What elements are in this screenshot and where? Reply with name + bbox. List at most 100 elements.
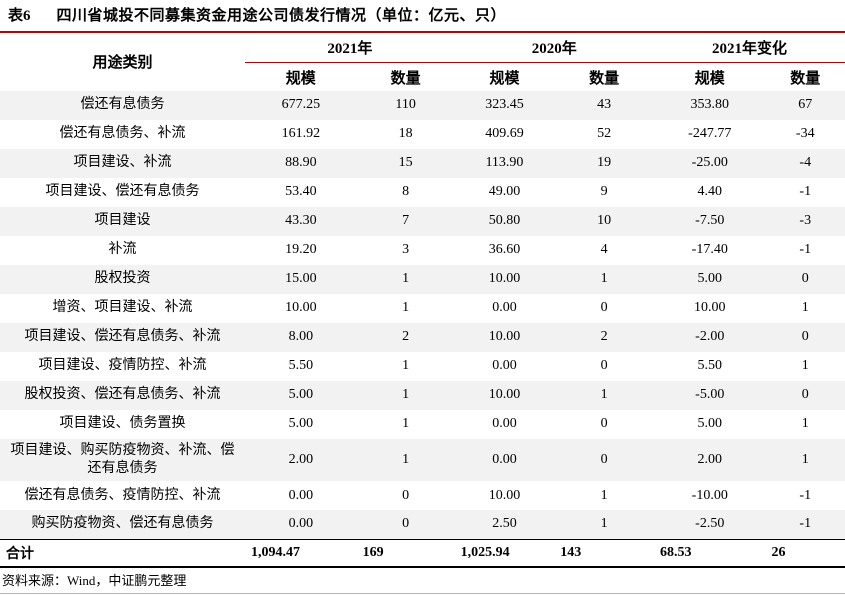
value-cell: 43: [597, 97, 612, 113]
value-cell: -1: [799, 242, 812, 258]
value-cell: 1: [801, 358, 809, 374]
value-cell: 10.00: [488, 487, 521, 503]
value-cell: -2.50: [695, 516, 725, 532]
value-cell: 1: [600, 516, 608, 532]
value-cell: 5.50: [288, 358, 314, 374]
value-cell: 3: [402, 242, 410, 258]
value-cell: 88.90: [285, 155, 317, 171]
page-bottom-divider: [0, 593, 845, 594]
category-cell: 股权投资、偿还有息债务、补流: [24, 387, 221, 403]
category-cell: 偿还有息债务、补流: [59, 126, 186, 142]
value-cell: 0: [801, 329, 809, 345]
value-cell: 0.00: [492, 300, 517, 316]
value-cell: 7: [402, 213, 410, 229]
value-cell: 409.69: [485, 126, 524, 142]
value-cell: 1: [600, 271, 608, 287]
value-cell: 18: [398, 126, 413, 142]
category-cell: 项目建设、债务置换: [59, 416, 186, 432]
year-header-row: 用途类别 2021年 2020年 2021年变化: [0, 32, 845, 71]
value-cell: 1: [801, 451, 809, 467]
sub-header-row: 规模 数量 规模 数量 规模 数量: [0, 63, 845, 91]
value-cell: 10.00: [285, 300, 317, 316]
category-cell: 补流: [108, 242, 137, 258]
value-cell: 2: [402, 329, 410, 345]
value-cell: 0: [402, 487, 410, 503]
table-body: 偿还有息债务 677.25 110 323.45 43 353.80 67 偿还…: [0, 90, 845, 540]
category-cell: 增资、项目建设、补流: [52, 300, 193, 316]
value-cell: 36.60: [488, 242, 521, 258]
table-number-label: 表6: [8, 8, 31, 24]
value-cell: -1: [799, 184, 812, 200]
value-cell: 67: [798, 97, 813, 113]
category-column-header: 用途类别: [92, 55, 153, 72]
total-value-cell: 26: [771, 544, 786, 560]
value-cell: 10.00: [694, 300, 726, 316]
table-row: 项目建设 43.30 7 50.80 10 -7.50 -3: [0, 206, 845, 236]
category-cell: 购买防疫物资、偿还有息债务: [31, 516, 214, 532]
value-cell: 10: [597, 213, 612, 229]
total-value-cell: 68.53: [660, 544, 692, 560]
value-cell: 52: [597, 126, 612, 142]
value-cell: 0.00: [288, 487, 314, 503]
value-cell: 15.00: [285, 271, 317, 287]
sub-header-count-2021: 数量: [390, 70, 421, 87]
value-cell: 0: [600, 300, 608, 316]
value-cell: 0: [402, 516, 410, 532]
sub-header-scale-2021: 规模: [285, 70, 316, 87]
table-row: 偿还有息债务 677.25 110 323.45 43 353.80 67: [0, 90, 845, 120]
table-row: 项目建设、债务置换 5.00 1 0.00 0 5.00 1: [0, 410, 845, 439]
value-cell: -247.77: [688, 126, 732, 142]
value-cell: 1: [402, 300, 410, 316]
value-cell: -34: [795, 126, 815, 142]
total-row: 合计 1,094.47 169 1,025.94 143 68.53 26: [0, 539, 845, 567]
total-value-cell: 1,094.47: [251, 544, 301, 560]
value-cell: -3: [799, 213, 812, 229]
bond-issuance-table: 用途类别 2021年 2020年 2021年变化 规模 数量 规模 数量 规模 …: [0, 32, 845, 568]
category-cell: 偿还有息债务、疫情防控、补流: [24, 487, 221, 503]
value-cell: -10.00: [691, 487, 728, 503]
sub-header-scale-2020: 规模: [489, 70, 520, 87]
value-cell: 353.80: [690, 97, 730, 113]
value-cell: 49.00: [488, 184, 521, 200]
table-row: 偿还有息债务、补流 161.92 18 409.69 52 -247.77 -3…: [0, 120, 845, 149]
value-cell: 0: [600, 416, 608, 432]
table-header: 用途类别 2021年 2020年 2021年变化 规模 数量 规模 数量 规模 …: [0, 32, 845, 91]
table-title: 四川省城投不同募集资金用途公司债发行情况（单位：亿元、只）: [56, 8, 507, 24]
table-row: 补流 19.20 3 36.60 4 -17.40 -1: [0, 236, 845, 265]
value-cell: 0.00: [492, 451, 517, 467]
value-cell: 2.00: [288, 451, 314, 467]
value-cell: -25.00: [691, 155, 728, 171]
category-cell: 偿还有息债务: [80, 97, 165, 113]
value-cell: -2.00: [695, 329, 725, 345]
value-cell: 8: [402, 184, 410, 200]
value-cell: 1: [801, 416, 809, 432]
value-cell: 10.00: [488, 329, 521, 345]
value-cell: 5.50: [697, 358, 723, 374]
value-cell: 1: [801, 300, 809, 316]
value-cell: 1: [402, 271, 410, 287]
value-cell: 1: [402, 358, 410, 374]
value-cell: 19.20: [285, 242, 317, 258]
category-cell: 股权投资: [94, 271, 151, 287]
value-cell: 1: [402, 451, 410, 467]
year-header-2020: 2020年: [454, 32, 654, 64]
value-cell: 10.00: [488, 387, 521, 403]
value-cell: 110: [395, 97, 416, 113]
category-cell: 项目建设、疫情防控、补流: [38, 358, 207, 374]
table-row: 购买防疫物资、偿还有息债务 0.00 0 2.50 1 -2.50 -1: [0, 510, 845, 540]
value-cell: 113.90: [485, 155, 524, 171]
value-cell: 8.00: [288, 329, 314, 345]
value-cell: 43.30: [285, 213, 317, 229]
value-cell: 10.00: [488, 271, 521, 287]
table-footer: 合计 1,094.47 169 1,025.94 143 68.53 26: [0, 539, 845, 567]
value-cell: 0: [600, 358, 608, 374]
value-cell: 323.45: [485, 97, 524, 113]
value-cell: 2: [600, 329, 608, 345]
value-cell: 4.40: [697, 184, 723, 200]
value-cell: 15: [398, 155, 413, 171]
year-header-change: 2021年变化: [654, 32, 845, 64]
sub-header-count-change: 数量: [790, 70, 821, 87]
value-cell: 0: [801, 387, 809, 403]
value-cell: -1: [799, 487, 812, 503]
